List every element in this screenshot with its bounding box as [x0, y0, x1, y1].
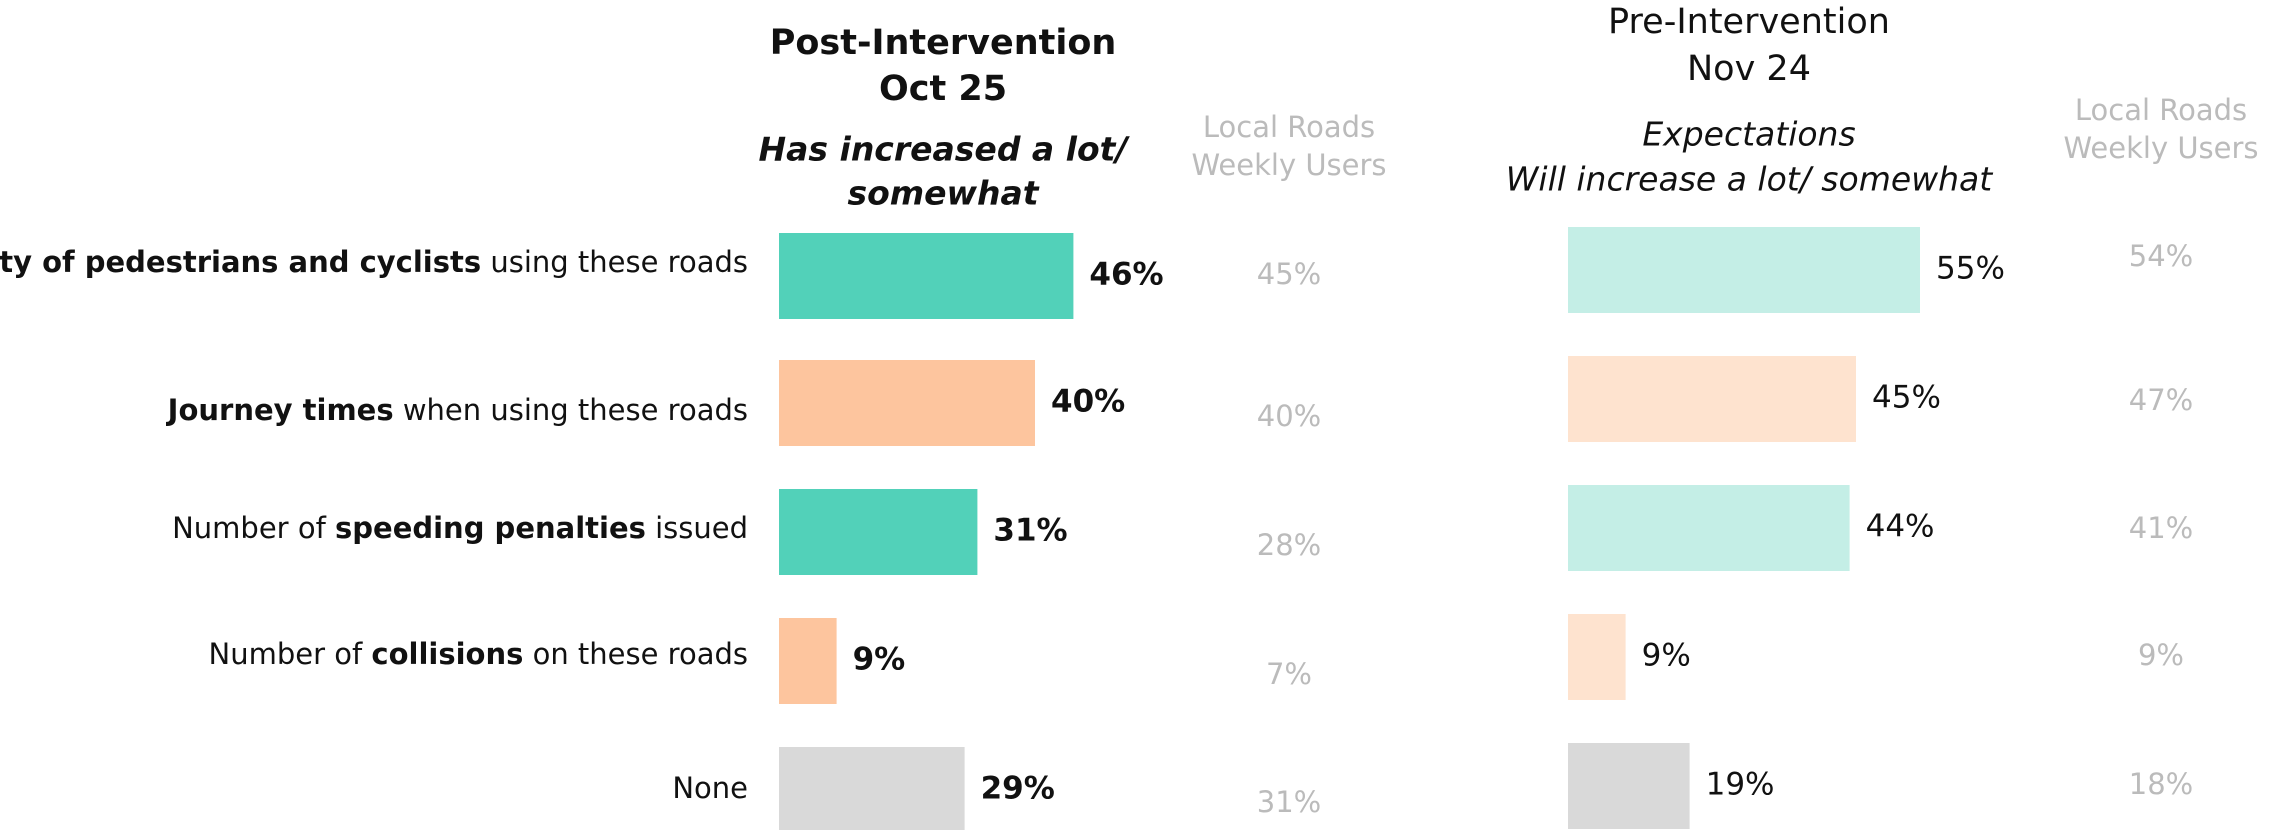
category-label-part: issued: [646, 511, 748, 545]
category-label-part: Journey times: [166, 393, 394, 427]
bar: [1568, 227, 1920, 313]
value-label: 40%: [1051, 384, 1125, 420]
comparison-value: 47%: [2129, 383, 2193, 417]
comparison-header: Local Roads: [2075, 93, 2247, 127]
comparison-value: 28%: [1257, 528, 1321, 562]
comparison-value: 41%: [2129, 511, 2193, 545]
category-label: Number of speeding penalties issued: [172, 511, 748, 545]
category-label-part: on these roads: [523, 637, 748, 671]
bar: [1568, 614, 1626, 700]
value-label: 46%: [1089, 257, 1163, 293]
bar: [1568, 356, 1856, 442]
value-label: 45%: [1872, 380, 1941, 416]
category-label-part: when using these roads: [394, 393, 748, 427]
comparison-value: 40%: [1257, 399, 1321, 433]
comparison-value: 9%: [2138, 638, 2184, 672]
value-label: 19%: [1706, 767, 1775, 803]
category-label-part: Safety of pedestrians and cyclists: [0, 245, 481, 279]
category-label-part: collisions: [371, 637, 523, 671]
category-label-part: Number of: [209, 637, 372, 671]
comparison-header: Weekly Users: [1191, 148, 1386, 182]
chart-title: Oct 25: [879, 69, 1007, 109]
value-label: 44%: [1866, 509, 1935, 545]
bar: [779, 360, 1035, 446]
comparison-header: Weekly Users: [2063, 131, 2258, 165]
bar: [779, 747, 965, 830]
bar: [1568, 743, 1690, 829]
comparison-value: 54%: [2129, 239, 2193, 273]
bar: [1568, 485, 1850, 571]
chart-title: Nov 24: [1687, 49, 1811, 89]
value-label: 9%: [853, 642, 906, 678]
category-label: Journey times when using these roads: [166, 393, 748, 427]
category-label-part: speeding penalties: [335, 511, 646, 545]
chart-subtitle: Has increased a lot/: [758, 130, 1130, 169]
comparison-header: Local Roads: [1203, 110, 1375, 144]
category-label-part: Number of: [172, 511, 335, 545]
value-label: 9%: [1642, 638, 1691, 674]
value-label: 55%: [1936, 251, 2005, 287]
bar: [779, 233, 1074, 319]
chart-subtitle: Expectations: [1642, 115, 1855, 154]
comparison-value: 18%: [2129, 767, 2193, 801]
category-label: Safety of pedestrians and cyclists using…: [0, 245, 748, 279]
value-label: 29%: [981, 771, 1055, 807]
bar: [779, 489, 978, 575]
chart-subtitle: somewhat: [847, 174, 1039, 213]
bar: [779, 618, 837, 704]
chart-subtitle: Will increase a lot/ somewhat: [1506, 160, 1994, 199]
category-label-part: None: [672, 771, 748, 805]
comparison-value: 31%: [1257, 785, 1321, 819]
comparison-value: 7%: [1266, 657, 1312, 691]
chart-title: Pre-Intervention: [1608, 2, 1890, 42]
value-label: 31%: [993, 513, 1067, 549]
category-label: Number of collisions on these roads: [209, 637, 749, 671]
category-label: None: [672, 771, 748, 805]
category-label-part: using these roads: [481, 245, 748, 279]
comparison-value: 45%: [1257, 257, 1321, 291]
chart-title: Post-Intervention: [770, 23, 1117, 63]
